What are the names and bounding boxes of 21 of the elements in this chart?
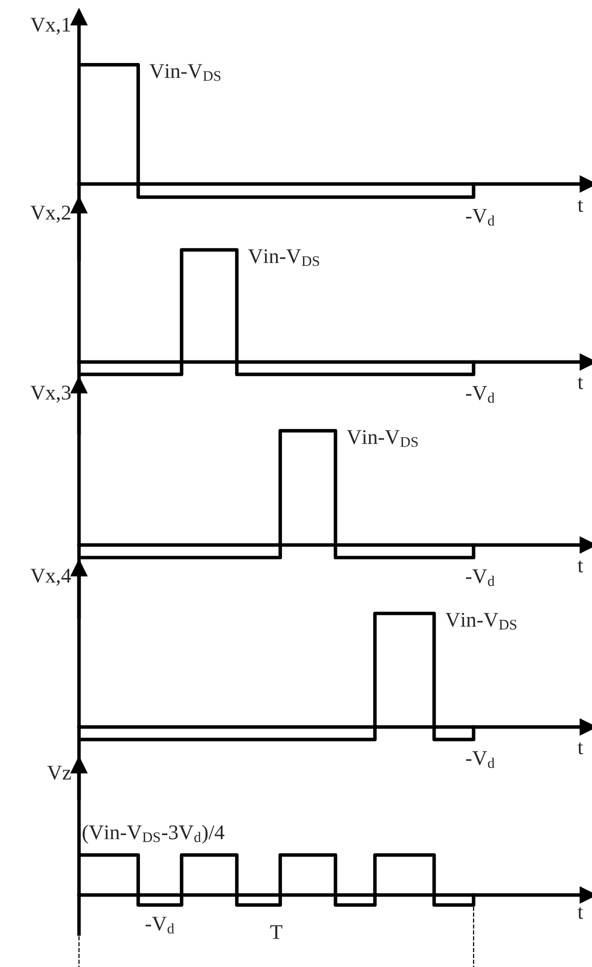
y-axis-title: Vz [47,766,71,780]
text: -V$_{d}$ [466,569,495,586]
annotation: Vin-V$_{DS}$ [445,612,516,630]
text: -V$_{d}$ [466,208,495,226]
y-axis-title: Vx,3 [30,386,71,403]
annotation: Vin-V$_{DS}$ [346,430,418,447]
y-axis-title: Vx,4 [30,568,72,586]
annotation: Vin-V$_{DS}$ [150,64,220,81]
text: -V$_{d}$ [146,916,174,934]
x-axis-title: t [578,200,584,212]
x-axis-title: t [578,742,584,754]
text: T [270,925,282,939]
y-axis-title: Vx,1 [30,18,70,35]
y-axis-title: Vx,2 [30,206,70,223]
text: (Vin-V$_{DS}$-3V$_{d}$)/4 [82,824,224,844]
annotation: Vin-V$_{DS}$ [248,249,320,266]
x-axis-title: t [578,377,584,390]
text: -V$_{d}$ [466,386,495,403]
x-axis-title: t [578,560,584,572]
text: -V$_{d}$ [466,751,495,768]
x-axis-title: t [578,907,584,919]
